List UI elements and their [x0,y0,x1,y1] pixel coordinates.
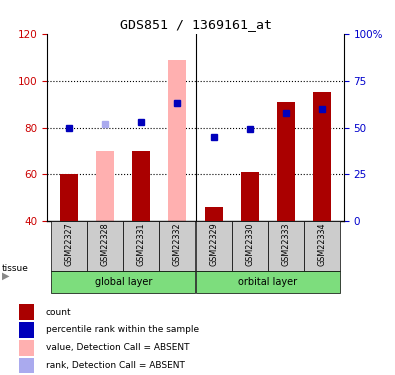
Bar [123,221,159,271]
Text: GSM22332: GSM22332 [173,223,182,266]
Text: orbital layer: orbital layer [238,277,297,287]
Bar [96,151,114,221]
Bar [19,322,34,338]
Text: GSM22333: GSM22333 [281,223,290,266]
Bar [196,271,340,292]
Title: GDS851 / 1369161_at: GDS851 / 1369161_at [120,18,271,31]
Bar [232,221,268,271]
Text: GSM22331: GSM22331 [137,223,146,266]
Bar [277,102,295,221]
Bar [168,60,186,221]
Text: GSM22327: GSM22327 [64,223,73,266]
Bar [19,304,34,320]
Bar [205,207,223,221]
Bar [51,221,87,271]
Text: count: count [46,308,71,316]
Text: global layer: global layer [94,277,152,287]
Bar [19,340,34,356]
Text: GSM22328: GSM22328 [101,223,110,266]
Bar [196,221,231,271]
Text: GSM22329: GSM22329 [209,223,218,266]
Text: GSM22330: GSM22330 [245,223,254,266]
Bar [51,271,196,292]
Text: value, Detection Call = ABSENT: value, Detection Call = ABSENT [46,343,189,352]
Bar [19,358,34,374]
Bar [160,221,196,271]
Bar [313,92,331,221]
Text: tissue: tissue [2,264,29,273]
Bar [268,221,304,271]
Bar [132,151,150,221]
Text: ▶: ▶ [2,271,9,280]
Bar [60,174,78,221]
Bar [241,172,259,221]
Text: GSM22334: GSM22334 [318,223,327,266]
Text: percentile rank within the sample: percentile rank within the sample [46,326,199,334]
Text: rank, Detection Call = ABSENT: rank, Detection Call = ABSENT [46,361,185,370]
Bar [87,221,123,271]
Bar [304,221,340,271]
